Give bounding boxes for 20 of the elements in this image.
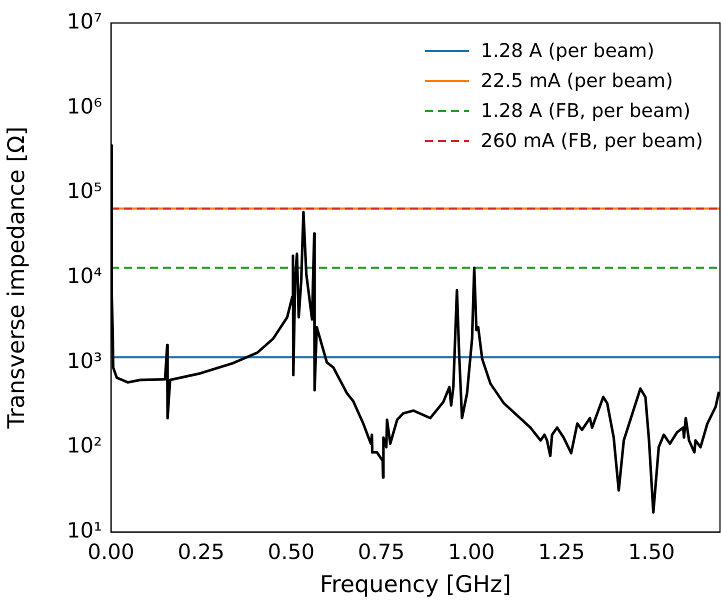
y-tick-label: 10² — [66, 434, 102, 458]
legend-label: 1.28 A (FB, per beam) — [480, 99, 691, 124]
y-tick-label: 10³ — [66, 348, 102, 373]
y-tick-label: 10¹ — [66, 518, 102, 542]
x-axis-title: Frequency [GHz] — [320, 572, 512, 598]
y-tick-label: 10⁴ — [66, 264, 102, 288]
y-tick-label: 10⁶ — [66, 94, 102, 118]
x-tick-label: 1.25 — [538, 540, 585, 564]
x-tick-label: 0.00 — [88, 540, 134, 564]
x-tick-label: 1.00 — [448, 540, 495, 564]
legend-label: 22.5 mA (per beam) — [480, 69, 673, 94]
y-tick-label: 10⁷ — [66, 9, 102, 34]
y-axis-title: Transverse impedance [Ω] — [4, 126, 30, 430]
legend-label: 260 mA (FB, per beam) — [480, 129, 703, 154]
legend-label: 1.28 A (per beam) — [480, 39, 654, 64]
y-tick-label: 10⁵ — [66, 179, 102, 204]
x-tick-label: 0.75 — [358, 540, 405, 564]
x-tick-label: 0.25 — [178, 540, 224, 564]
x-tick-label: 1.50 — [628, 540, 675, 564]
x-tick-label: 0.50 — [268, 540, 315, 564]
